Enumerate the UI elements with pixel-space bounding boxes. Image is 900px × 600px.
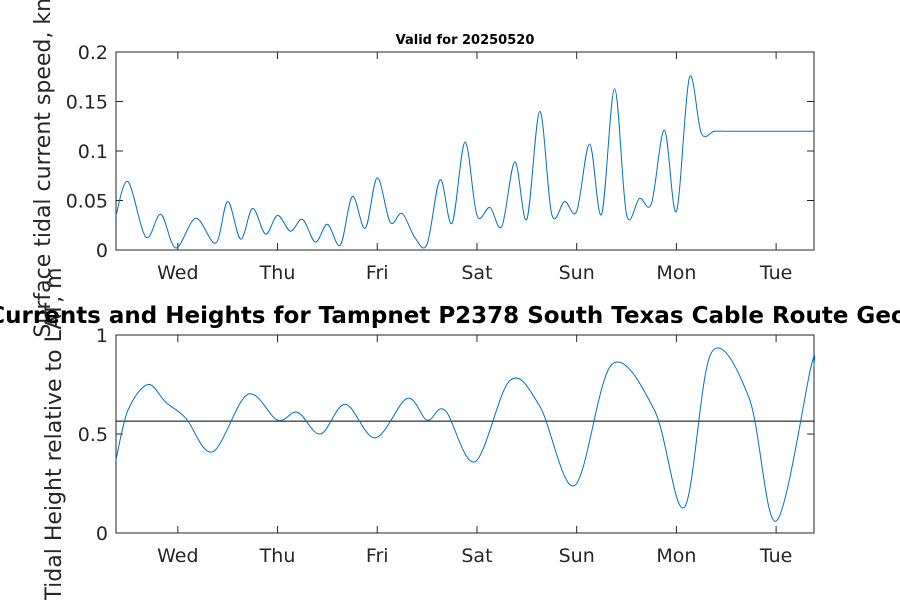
x-tick-label: Sat	[461, 545, 492, 567]
x-tick-label: Mon	[656, 545, 696, 567]
current-chart-title: Valid for 20250520	[396, 33, 535, 48]
x-tick-label: Fri	[366, 262, 389, 284]
current-plot-area	[115, 51, 815, 251]
y-tick-label: 0.15	[66, 92, 108, 114]
current-speed-panel: Valid for 20250520 0 0.05 0.1 0.15 0.2 Wed Th…	[66, 33, 815, 284]
y-tick-label: 1	[96, 325, 108, 347]
x-tick-label: Thu	[259, 545, 296, 567]
x-tick-label: Thu	[259, 262, 296, 284]
y-tick-label: 0.2	[78, 42, 108, 64]
y-tick-label: 0	[96, 240, 108, 262]
x-tick-label: Tue	[759, 545, 792, 567]
x-tick-label: Sat	[461, 262, 492, 284]
current-y-axis-label: Surface tidal current speed, knots	[31, 0, 56, 338]
x-tick-label: Tue	[759, 262, 792, 284]
y-tick-label: 0.05	[66, 191, 108, 213]
x-tick-label: Sun	[559, 262, 595, 284]
x-tick-label: Mon	[656, 262, 696, 284]
main-figure-title: Tidal Currents and Heights for Tampnet P…	[0, 303, 900, 329]
x-tick-label: Wed	[157, 545, 198, 567]
height-y-axis-label: Tidal Height relative to LAT, m	[42, 267, 67, 600]
height-plot-area	[115, 334, 815, 534]
y-tick-label: 0.5	[78, 424, 108, 446]
x-tick-label: Sun	[559, 545, 595, 567]
current-speed-series-line	[115, 75, 814, 249]
y-tick-label: 0.1	[78, 141, 108, 163]
y-tick-label: 0	[96, 523, 108, 545]
x-tick-label: Fri	[366, 545, 389, 567]
tidal-height-series-line	[115, 347, 816, 522]
tidal-height-panel: 0 0.5 1 Wed Thu Fri Sat Sun Mon Tue	[78, 325, 816, 567]
x-tick-label: Wed	[157, 262, 198, 284]
